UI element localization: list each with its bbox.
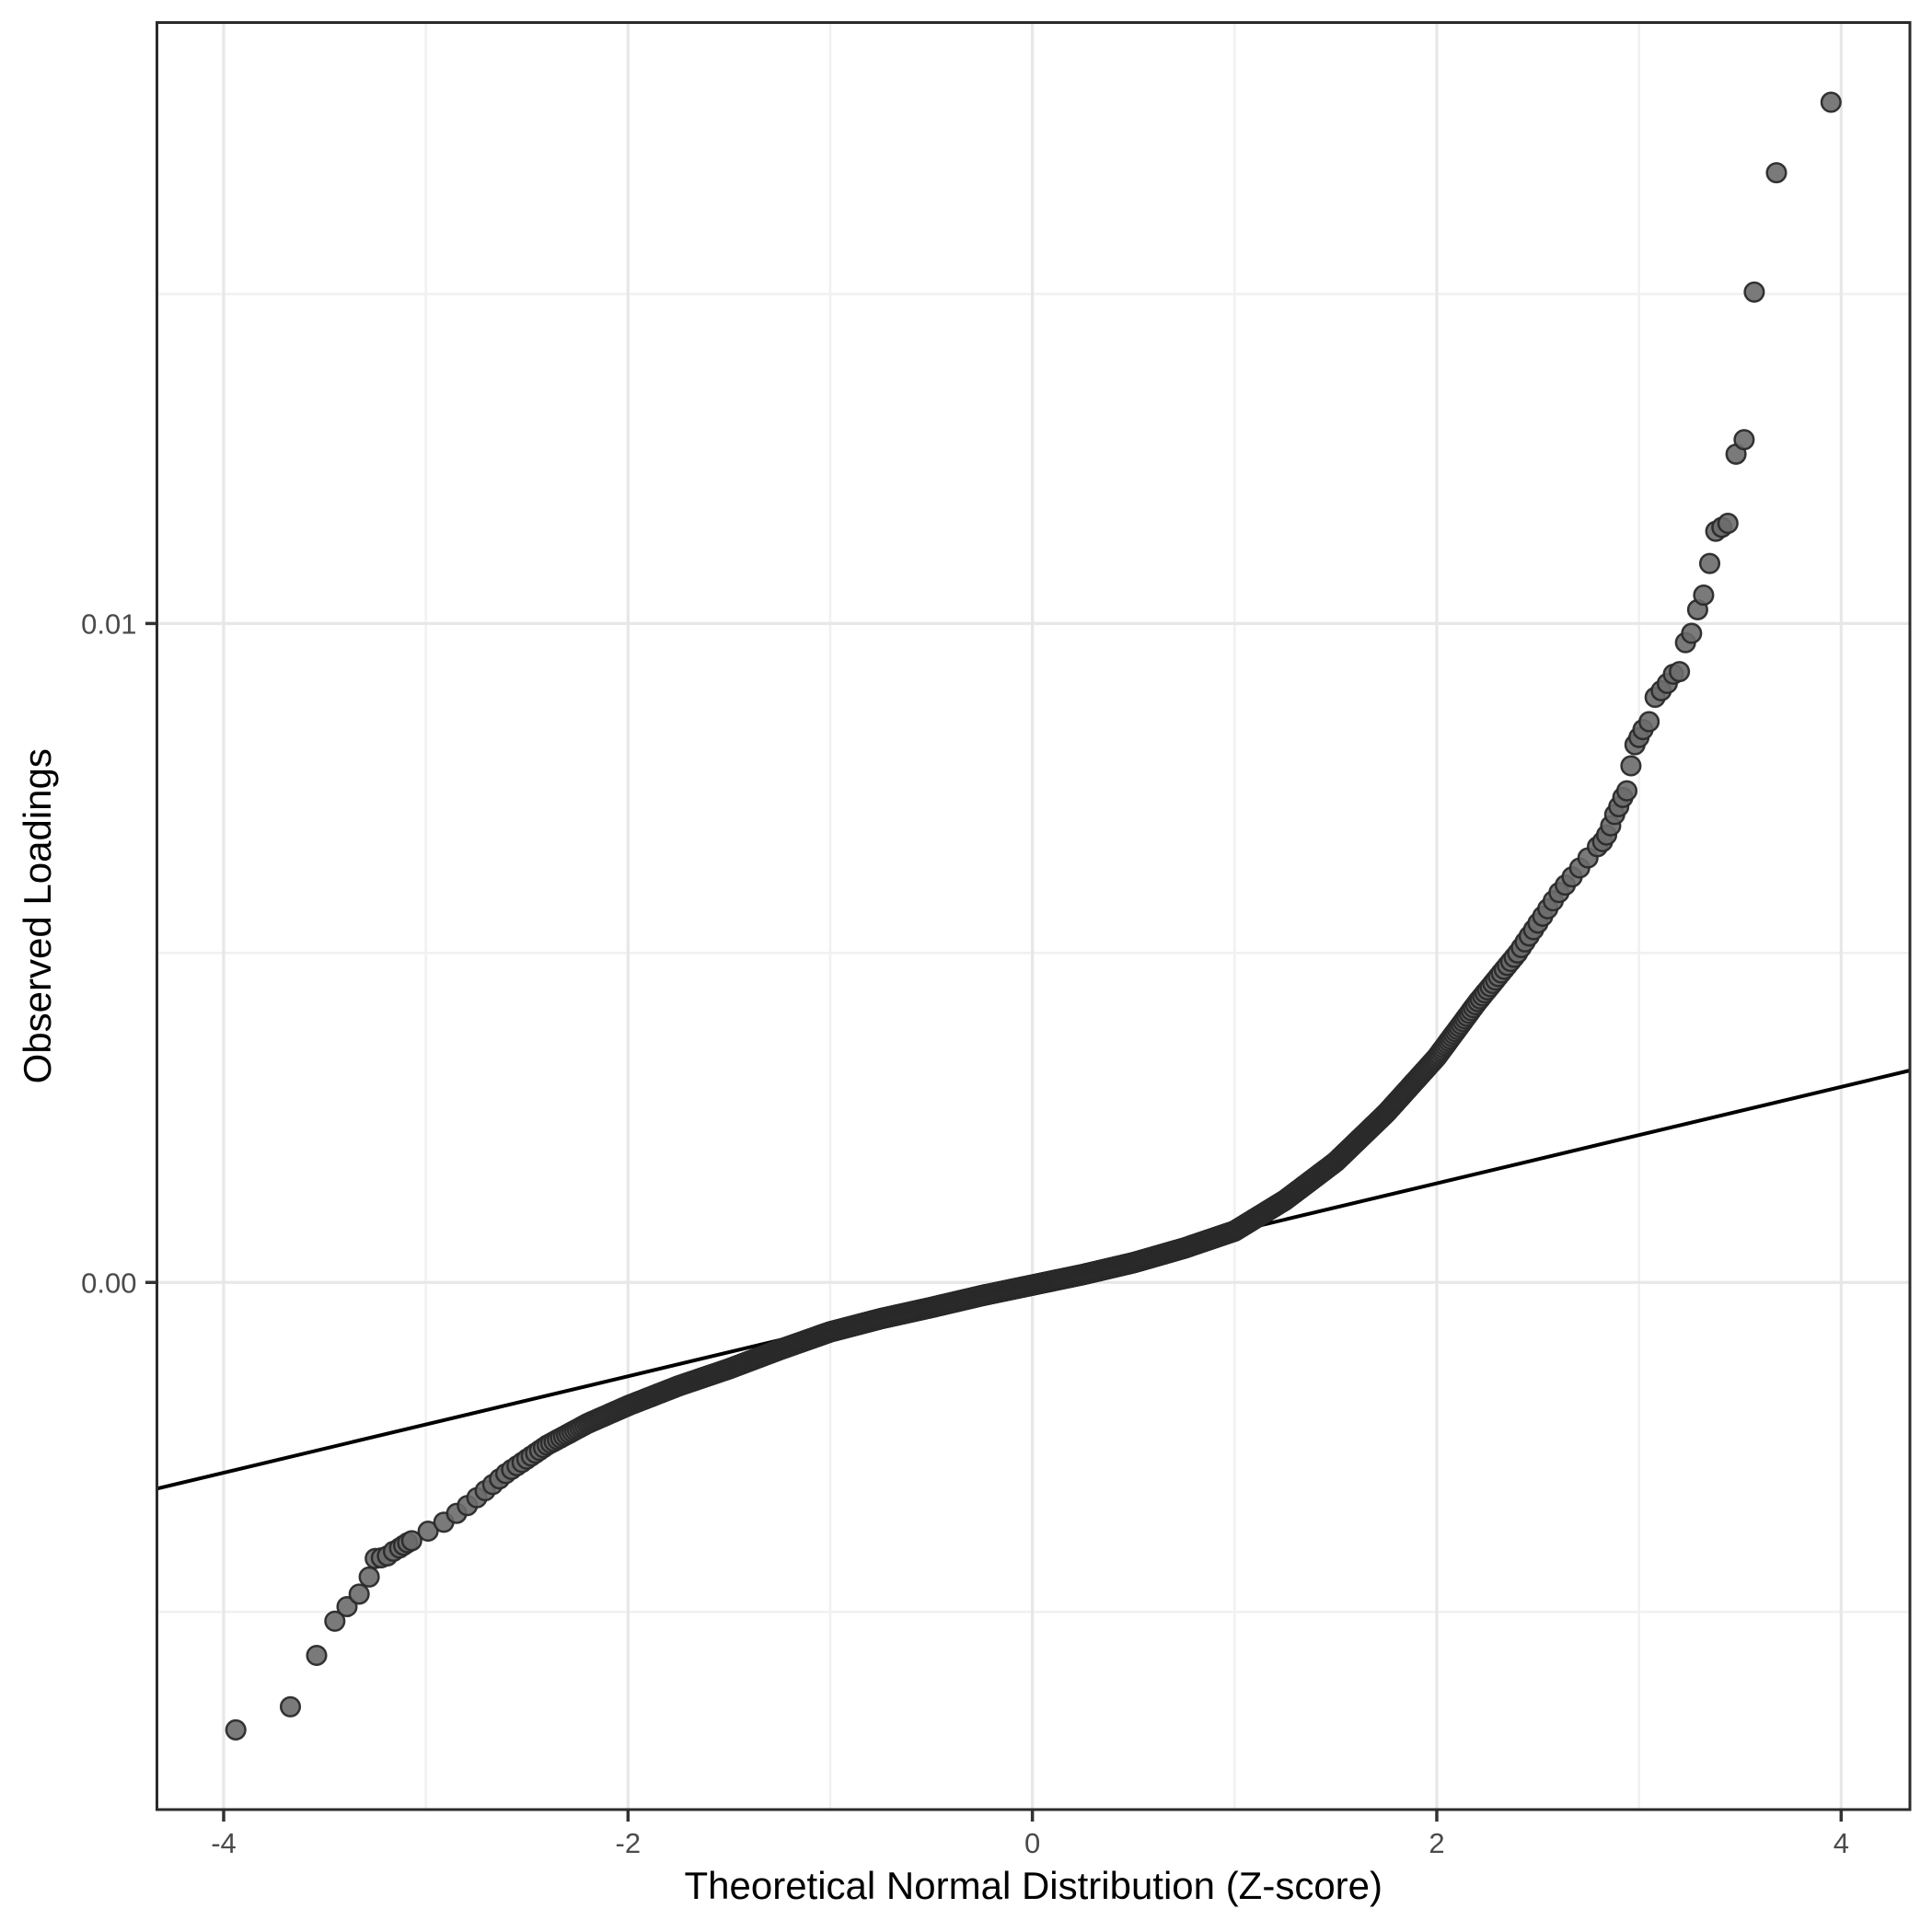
x-tick-label: -2 bbox=[616, 1827, 642, 1859]
major-gridlines bbox=[156, 22, 1910, 1810]
x-tick-label: -4 bbox=[211, 1827, 237, 1859]
x-axis-title: Theoretical Normal Distribution (Z-score… bbox=[684, 1864, 1382, 1907]
y-tick-label: 0.01 bbox=[81, 607, 136, 640]
y-axis-title: Observed Loadings bbox=[16, 748, 59, 1083]
y-tick-label: 0.00 bbox=[81, 1267, 136, 1299]
x-tick-label: 0 bbox=[1024, 1827, 1040, 1859]
x-axis-tick-labels: -4 -2 0 2 4 bbox=[211, 1827, 1849, 1859]
y-axis-tick-labels: 0.00 0.01 bbox=[81, 607, 136, 1299]
scatter-points bbox=[225, 91, 1842, 1741]
x-tick-label: 2 bbox=[1429, 1827, 1444, 1859]
x-axis-tick-marks bbox=[222, 1811, 1844, 1822]
x-tick-label: 4 bbox=[1834, 1827, 1849, 1859]
panel-border bbox=[156, 21, 1912, 1811]
y-axis-tick-marks bbox=[145, 621, 156, 1285]
